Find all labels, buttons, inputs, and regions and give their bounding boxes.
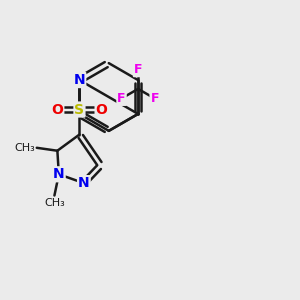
Text: S: S [74,103,85,116]
Text: O: O [96,103,107,116]
Text: F: F [134,63,142,76]
Text: CH₃: CH₃ [44,198,65,208]
Text: N: N [78,176,90,190]
Text: F: F [117,92,126,105]
Text: F: F [150,92,159,105]
Text: N: N [53,167,65,181]
Text: O: O [51,103,63,116]
Text: CH₃: CH₃ [14,143,35,153]
Text: N: N [74,73,85,87]
